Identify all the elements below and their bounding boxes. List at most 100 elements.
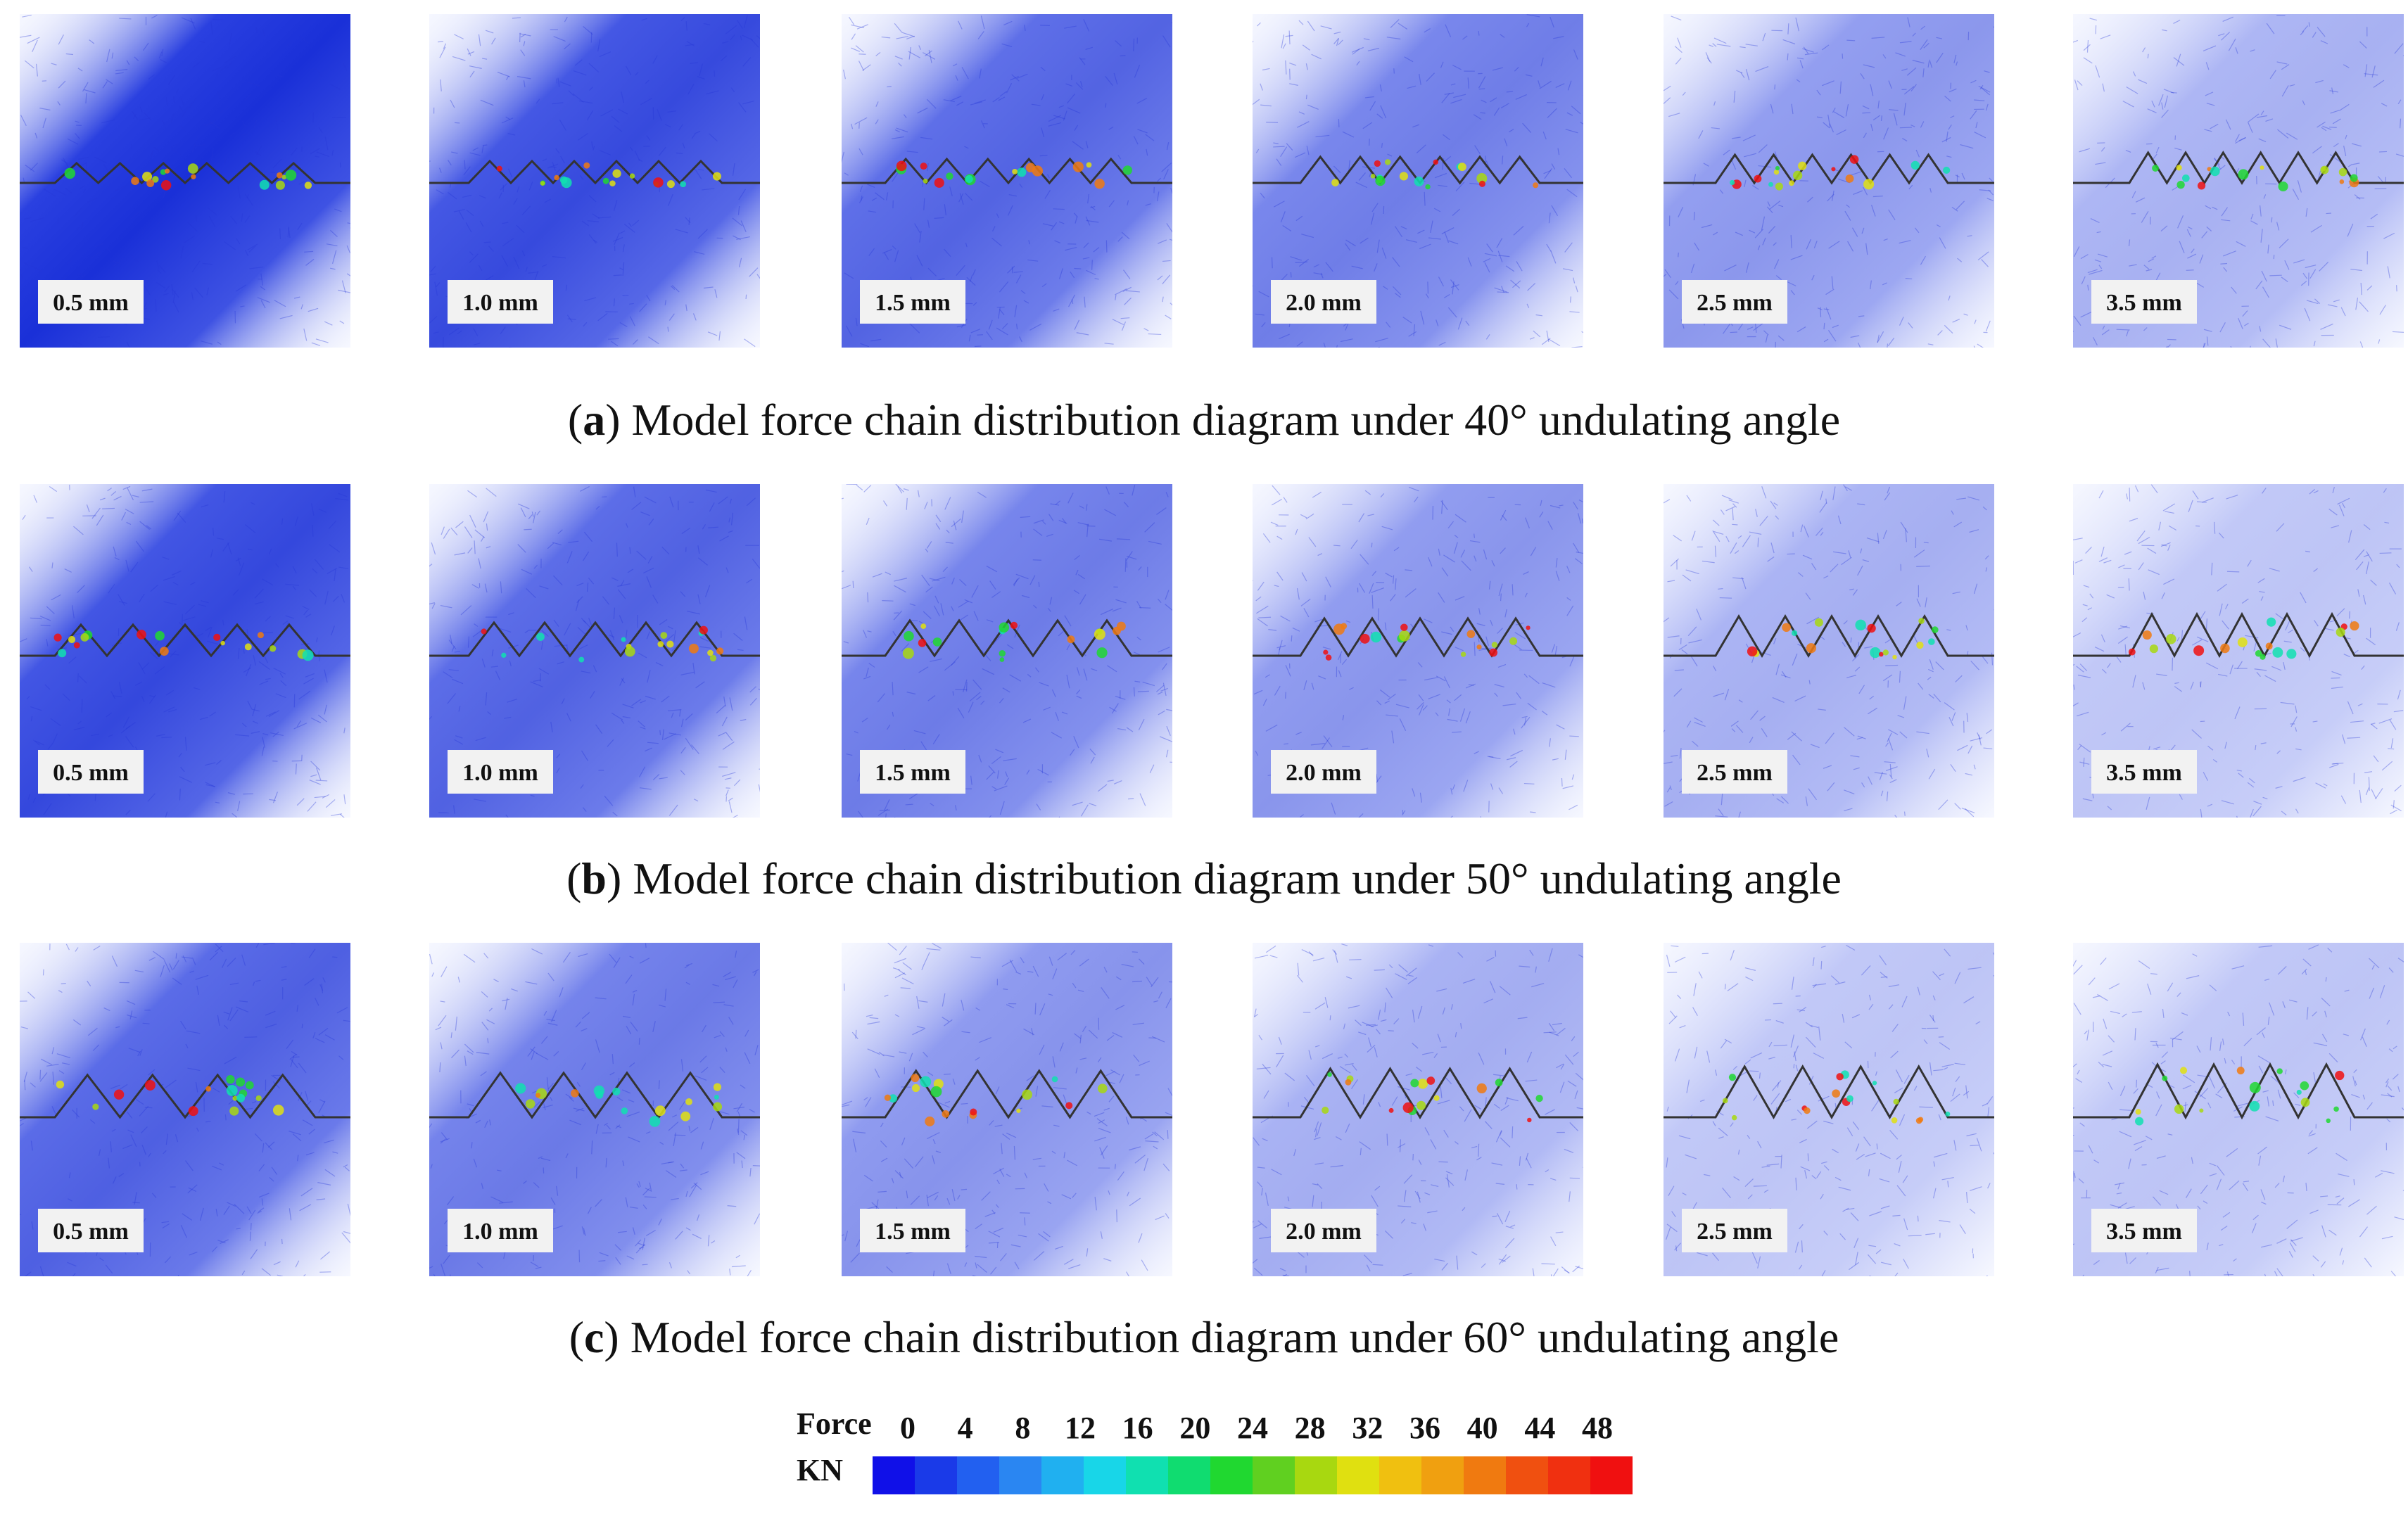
stress-concentration-spots [1323, 623, 1531, 661]
colorbar-segment [1464, 1456, 1506, 1494]
joint-profile [2073, 611, 2404, 659]
joint-profile [429, 1071, 760, 1119]
row-a: 0.5 mm 1.0 mm 1.5 mm 2.0 mm 2.5 mm 3.5 m… [0, 14, 2408, 352]
panel-label-text: 3.5 mm [2106, 760, 2182, 786]
stress-concentration-spots [1322, 1072, 1543, 1123]
force-chain-plot: 2.5 mm [1664, 484, 1994, 818]
panel-label: 0.5 mm [38, 280, 144, 324]
force-chain-plot: 2.5 mm [1664, 14, 1994, 348]
force-chain-plot: 1.0 mm [429, 943, 760, 1276]
panel-label-text: 1.5 mm [875, 760, 951, 786]
panel-label: 1.5 mm [860, 750, 965, 794]
legend-title-force: Force [797, 1406, 872, 1441]
force-chain-plot: 1.5 mm [842, 14, 1172, 348]
panel-b-6: 3.5 mm [2073, 484, 2404, 818]
panel-c-3: 1.5 mm [842, 943, 1172, 1276]
panel-label-text: 2.0 mm [1286, 760, 1362, 786]
panel-a-4: 2.0 mm [1253, 14, 1583, 348]
panel-label-text: 2.5 mm [1697, 1219, 1773, 1245]
legend-tick: 0 [900, 1411, 915, 1445]
panel-label: 1.0 mm [448, 750, 553, 794]
panel-label-text: 2.5 mm [1697, 290, 1773, 316]
panel-b-5: 2.5 mm [1664, 484, 1994, 818]
force-chain-strokes [842, 943, 1172, 1276]
colorbar-segment [999, 1456, 1041, 1494]
force-chain-strokes [1666, 944, 1994, 1276]
joint-profile [2073, 151, 2404, 185]
force-chain-plot: 2.0 mm [1253, 484, 1583, 818]
stress-concentration-spots [64, 163, 312, 191]
force-chain-strokes [1253, 943, 1583, 1276]
force-chain-plot: 3.5 mm [2073, 943, 2404, 1276]
legend-tick: 40 [1466, 1411, 1498, 1445]
panel-a-5: 2.5 mm [1664, 14, 1994, 348]
stress-concentration-spots [884, 1074, 1108, 1126]
panel-a-3: 1.5 mm [842, 14, 1172, 348]
legend-colorbar [873, 1456, 1633, 1494]
panel-a-6: 3.5 mm [2073, 14, 2404, 348]
force-chain-plot: 2.5 mm [1664, 943, 1994, 1276]
stress-concentration-spots [481, 625, 724, 663]
legend-tick: 16 [1122, 1411, 1153, 1445]
colorbar-segment [915, 1456, 957, 1494]
panel-label-text: 0.5 mm [53, 290, 129, 316]
panel-label-text: 2.0 mm [1286, 290, 1362, 316]
panel-label: 1.5 mm [860, 280, 965, 324]
panel-label: 3.5 mm [2091, 280, 2197, 324]
panel-label: 3.5 mm [2091, 750, 2197, 794]
panel-label-text: 3.5 mm [2106, 1219, 2182, 1245]
panel-label: 2.0 mm [1271, 280, 1376, 324]
colorbar-segment [1590, 1456, 1633, 1494]
panel-label: 2.0 mm [1271, 750, 1376, 794]
force-chain-plot: 0.5 mm [20, 484, 350, 818]
legend-tick: 48 [1582, 1411, 1613, 1445]
panel-b-2: 1.0 mm [429, 484, 760, 818]
panel-label-text: 1.0 mm [462, 1219, 538, 1245]
legend-tick: 36 [1409, 1411, 1440, 1445]
joint-profile [2073, 1062, 2404, 1120]
force-chain-plot: 0.5 mm [20, 943, 350, 1276]
force-chain-plot: 1.0 mm [429, 484, 760, 818]
stress-concentration-spots [2135, 1067, 2345, 1126]
colorbar-segment [1253, 1456, 1295, 1494]
force-chain-plot: 1.5 mm [842, 484, 1172, 818]
joint-profile [1664, 153, 1994, 185]
joint-profile [842, 157, 1172, 185]
joint-profile [1253, 1067, 1583, 1119]
panel-b-3: 1.5 mm [842, 484, 1172, 818]
colorbar-segment [1506, 1456, 1548, 1494]
colorbar-segment [1421, 1456, 1464, 1494]
joint-profile [429, 621, 760, 658]
force-chain-strokes [20, 14, 350, 348]
stress-concentration-spots [2128, 617, 2359, 660]
joint-profile [842, 618, 1172, 658]
colorbar-segment [957, 1456, 999, 1494]
legend-tick: 24 [1237, 1411, 1268, 1445]
legend-tick: 44 [1524, 1411, 1556, 1445]
stress-concentration-spots [515, 1083, 723, 1127]
panel-c-4: 2.0 mm [1253, 943, 1583, 1276]
stress-concentration-spots [53, 630, 314, 661]
colorbar-segment [1084, 1456, 1126, 1494]
colorbar-segment [1126, 1456, 1168, 1494]
caption-c: (c) Model force chain distribution diagr… [569, 1312, 1839, 1362]
panel-label-text: 1.0 mm [462, 760, 538, 786]
legend-tick: 4 [957, 1411, 973, 1445]
force-chain-plot: 1.0 mm [429, 14, 760, 348]
legend-tick: 28 [1294, 1411, 1326, 1445]
panel-label: 2.5 mm [1682, 1209, 1787, 1252]
joint-profile [1664, 1064, 1994, 1120]
stress-concentration-spots [902, 621, 1126, 662]
colorbar-segment [873, 1456, 915, 1494]
stress-concentration-spots [56, 1075, 284, 1117]
force-chain-plot: 3.5 mm [2073, 14, 2404, 348]
panel-label: 0.5 mm [38, 1209, 144, 1252]
colorbar-segment [1379, 1456, 1421, 1494]
stress-concentration-spots [1747, 618, 1939, 660]
colorbar-segment [1041, 1456, 1084, 1494]
force-chain-strokes [1664, 484, 1994, 818]
force-chain-strokes [1664, 15, 1994, 348]
force-chain-plot: 1.5 mm [842, 943, 1172, 1276]
stress-concentration-spots [2152, 165, 2359, 192]
legend-tick: 32 [1352, 1411, 1383, 1445]
